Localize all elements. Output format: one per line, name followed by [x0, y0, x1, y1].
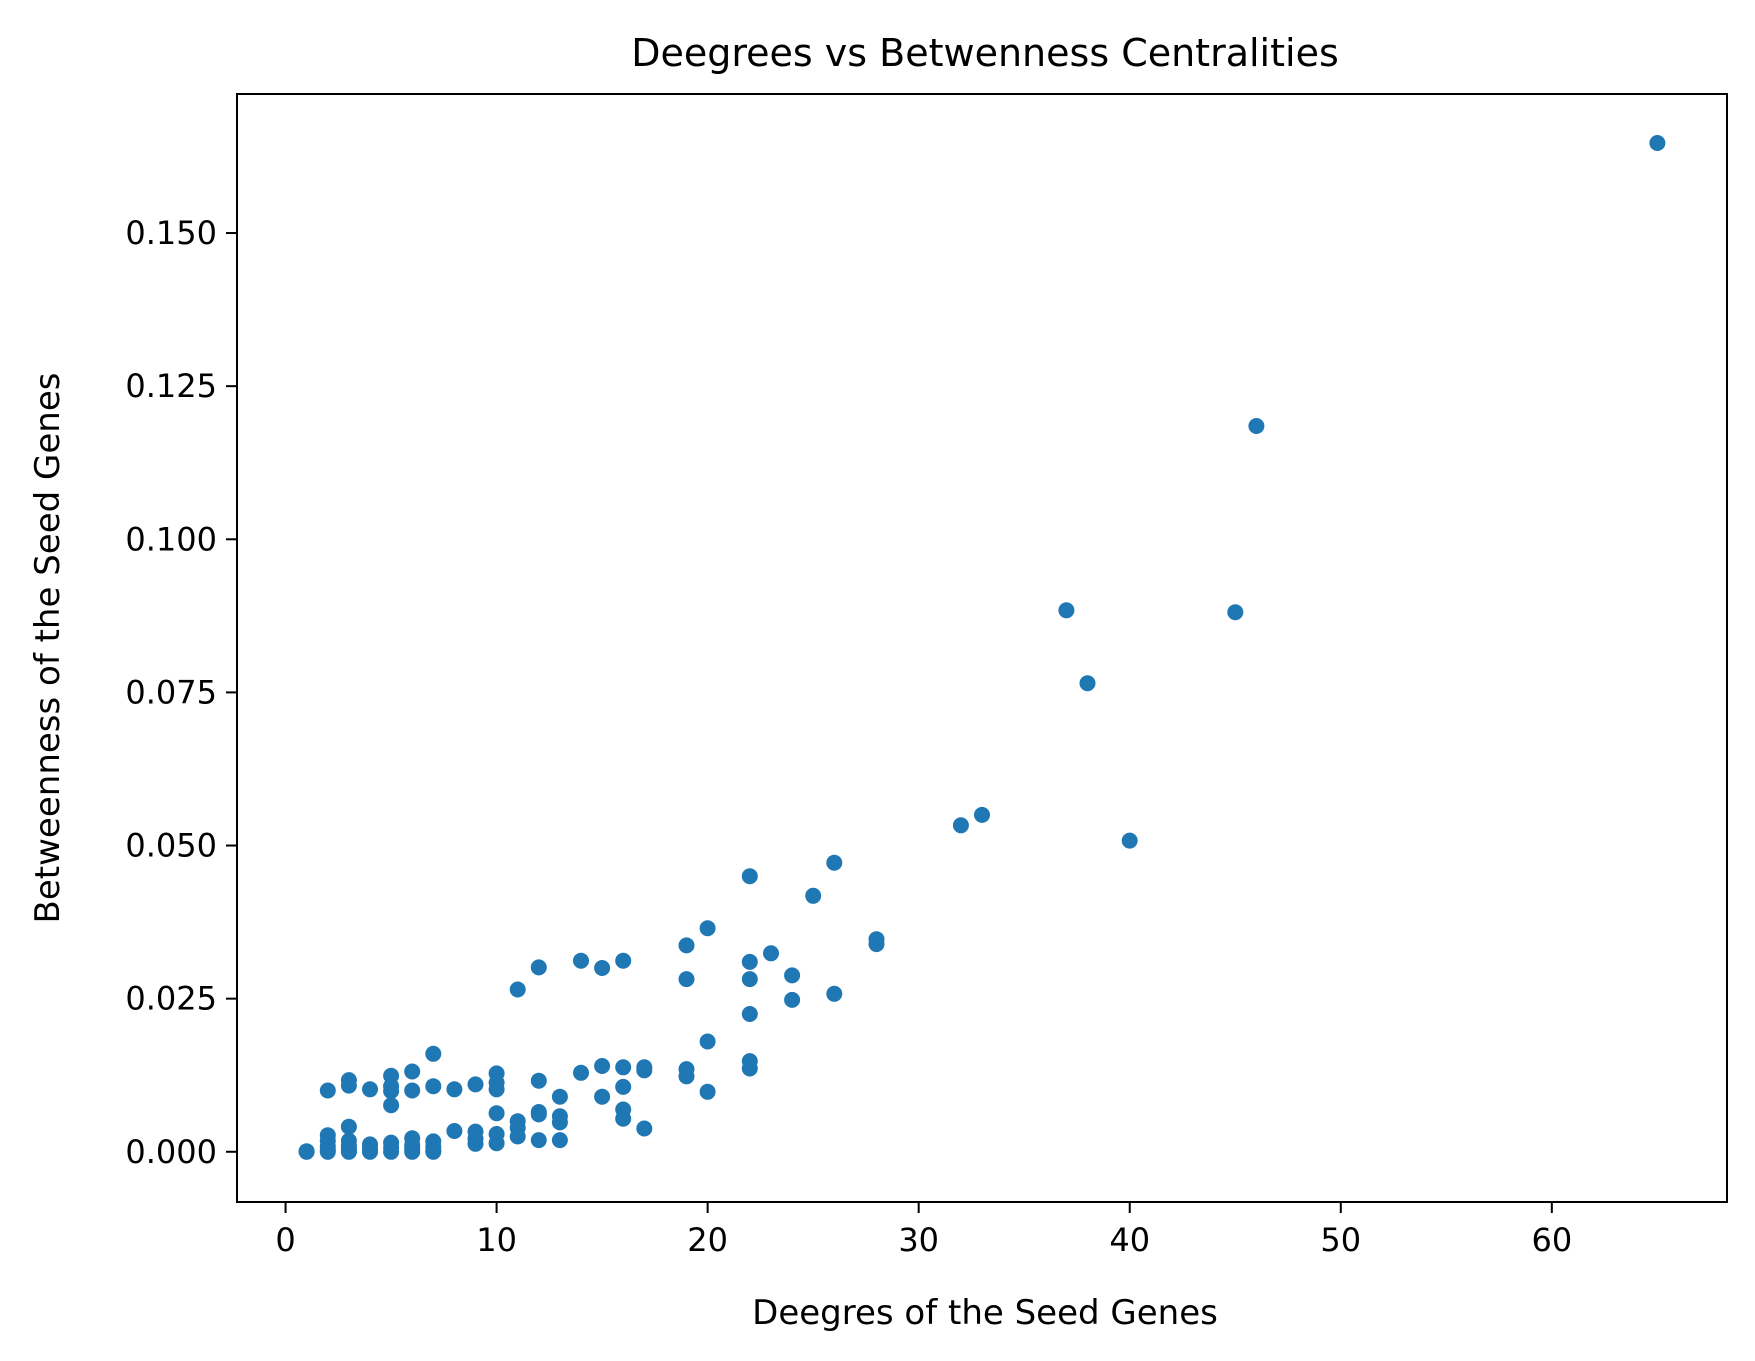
data-point: [699, 1033, 716, 1050]
data-point: [594, 1058, 611, 1074]
data-point: [530, 1106, 547, 1123]
x-tick-label: 10: [476, 1221, 517, 1259]
data-point: [636, 1120, 653, 1137]
data-point: [615, 952, 632, 969]
data-point: [488, 1135, 505, 1152]
data-point: [446, 1123, 463, 1139]
y-tick-label: 0.050: [125, 827, 217, 865]
x-tick-label: 50: [1320, 1221, 1361, 1259]
data-point: [763, 945, 779, 962]
data-point: [1079, 675, 1096, 692]
data-point: [678, 971, 695, 988]
data-point: [319, 1143, 336, 1160]
data-point: [826, 985, 843, 1002]
data-point: [298, 1143, 315, 1160]
x-tick-label: 0: [275, 1221, 295, 1259]
data-point: [741, 868, 758, 885]
data-point: [446, 1081, 463, 1098]
data-point: [699, 1083, 716, 1100]
data-point: [741, 971, 758, 988]
data-point: [868, 936, 885, 953]
data-point: [425, 1045, 442, 1062]
data-point: [699, 920, 716, 937]
y-tick-label: 0.150: [125, 214, 217, 252]
data-point: [551, 1114, 568, 1131]
data-point: [488, 1081, 505, 1098]
x-axis-label: Deegres of the Seed Genes: [752, 1293, 1218, 1333]
data-point: [573, 1064, 589, 1081]
data-point: [1058, 602, 1075, 619]
data-point: [1248, 418, 1265, 434]
data-point: [784, 967, 801, 984]
data-point: [826, 854, 843, 871]
data-point: [530, 1072, 547, 1089]
y-tick-label: 0.075: [125, 673, 217, 711]
x-tick-label: 60: [1531, 1221, 1572, 1259]
y-tick-label: 0.000: [125, 1133, 217, 1171]
data-point: [594, 960, 611, 976]
data-point: [615, 1059, 632, 1076]
plot-frame: [236, 93, 1728, 1203]
data-point: [340, 1118, 357, 1135]
data-point: [615, 1078, 632, 1095]
data-point: [404, 1063, 421, 1080]
x-tick-label: 20: [687, 1221, 728, 1259]
data-point: [467, 1076, 484, 1093]
y-axis-label: Betweenness of the Seed Genes: [28, 373, 68, 924]
y-tick-label: 0.025: [125, 980, 217, 1018]
data-point: [425, 1078, 442, 1095]
data-point: [573, 952, 589, 969]
data-point: [488, 1105, 505, 1122]
data-point: [383, 1097, 400, 1114]
data-point: [1649, 135, 1666, 151]
data-point: [741, 1060, 758, 1077]
data-point: [362, 1143, 378, 1160]
data-point: [594, 1088, 611, 1105]
x-tick-label: 40: [1109, 1221, 1150, 1259]
data-point: [362, 1081, 378, 1098]
y-tick-label: 0.125: [125, 367, 217, 405]
data-point: [974, 806, 990, 823]
data-point: [952, 817, 969, 834]
y-tick-label: 0.100: [125, 520, 217, 558]
data-point: [636, 1062, 653, 1079]
data-point: [404, 1143, 421, 1160]
data-point: [678, 937, 695, 954]
data-point: [551, 1088, 568, 1105]
data-point: [404, 1082, 421, 1099]
x-axis-ticks: 0 10 20 30 40 50 60: [275, 1202, 1572, 1259]
data-point: [530, 1132, 547, 1149]
x-tick-label: 30: [898, 1221, 939, 1259]
data-point: [467, 1135, 484, 1152]
data-point: [530, 959, 547, 976]
data-point: [678, 1068, 695, 1085]
data-point: [784, 991, 801, 1008]
data-point: [509, 981, 526, 998]
chart-title: Deegrees vs Betwenness Centralities: [631, 31, 1339, 75]
data-points: [298, 135, 1666, 1160]
data-point: [1227, 604, 1244, 621]
data-point: [615, 1110, 632, 1127]
y-axis-ticks: 0.000 0.025 0.050 0.075 0.100 0.125 0.150: [125, 214, 237, 1171]
data-point: [551, 1132, 568, 1149]
data-point: [383, 1083, 400, 1100]
data-point: [340, 1077, 357, 1094]
data-point: [1121, 832, 1138, 849]
data-point: [741, 1006, 758, 1022]
data-point: [509, 1128, 526, 1145]
data-point: [741, 953, 758, 970]
data-point: [805, 887, 822, 904]
data-point: [340, 1143, 357, 1160]
data-point: [425, 1143, 442, 1160]
data-point: [383, 1143, 400, 1160]
data-point: [319, 1082, 336, 1099]
